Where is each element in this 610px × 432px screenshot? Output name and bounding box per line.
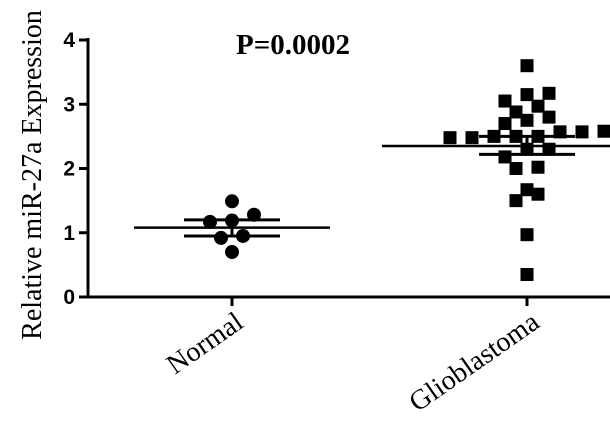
data-point-glioblastoma: [531, 99, 545, 113]
data-point-glioblastoma: [465, 131, 479, 145]
data-point-glioblastoma: [542, 86, 556, 100]
data-point-glioblastoma: [498, 150, 512, 164]
data-point-glioblastoma: [498, 117, 512, 131]
y-axis-title: Relative miR-27a Expression: [17, 10, 48, 340]
data-point-glioblastoma: [531, 187, 545, 201]
data-point-glioblastoma: [520, 88, 534, 102]
data-point-glioblastoma: [443, 131, 457, 145]
y-tick-label: 3: [63, 93, 75, 116]
data-point-glioblastoma: [597, 124, 610, 138]
x-axis-ticks: [230, 297, 529, 306]
data-point-glioblastoma: [531, 160, 545, 174]
data-point-glioblastoma: [498, 94, 512, 108]
data-point-normal: [225, 194, 239, 209]
p-value-annotation: P=0.0002: [236, 29, 350, 61]
y-tick-label: 4: [63, 29, 75, 52]
data-point-glioblastoma: [520, 268, 534, 282]
data-point-glioblastoma: [520, 183, 534, 197]
y-tick-label: 0: [63, 286, 75, 309]
y-tick-label: 1: [63, 222, 75, 245]
data-point-normal: [247, 207, 261, 222]
data-points: [203, 59, 610, 282]
data-point-normal: [225, 245, 239, 260]
data-point-glioblastoma: [509, 162, 523, 175]
data-point-glioblastoma: [542, 110, 556, 124]
data-point-glioblastoma: [575, 125, 589, 139]
y-axis-ticks: 0 1 2 3 4: [63, 29, 88, 309]
x-category-label-normal: Normal: [161, 306, 249, 381]
x-category-label-glioblastoma: Glioblastoma: [404, 306, 546, 418]
data-point-normal: [203, 214, 217, 229]
data-point-glioblastoma: [520, 59, 534, 73]
data-point-glioblastoma: [509, 194, 523, 208]
data-point-normal: [214, 230, 228, 245]
data-point-glioblastoma: [520, 113, 534, 127]
data-point-glioblastoma: [509, 105, 523, 119]
mean-sem-bars: [134, 134, 610, 238]
y-tick-label: 2: [63, 158, 75, 181]
data-point-glioblastoma: [520, 228, 534, 242]
